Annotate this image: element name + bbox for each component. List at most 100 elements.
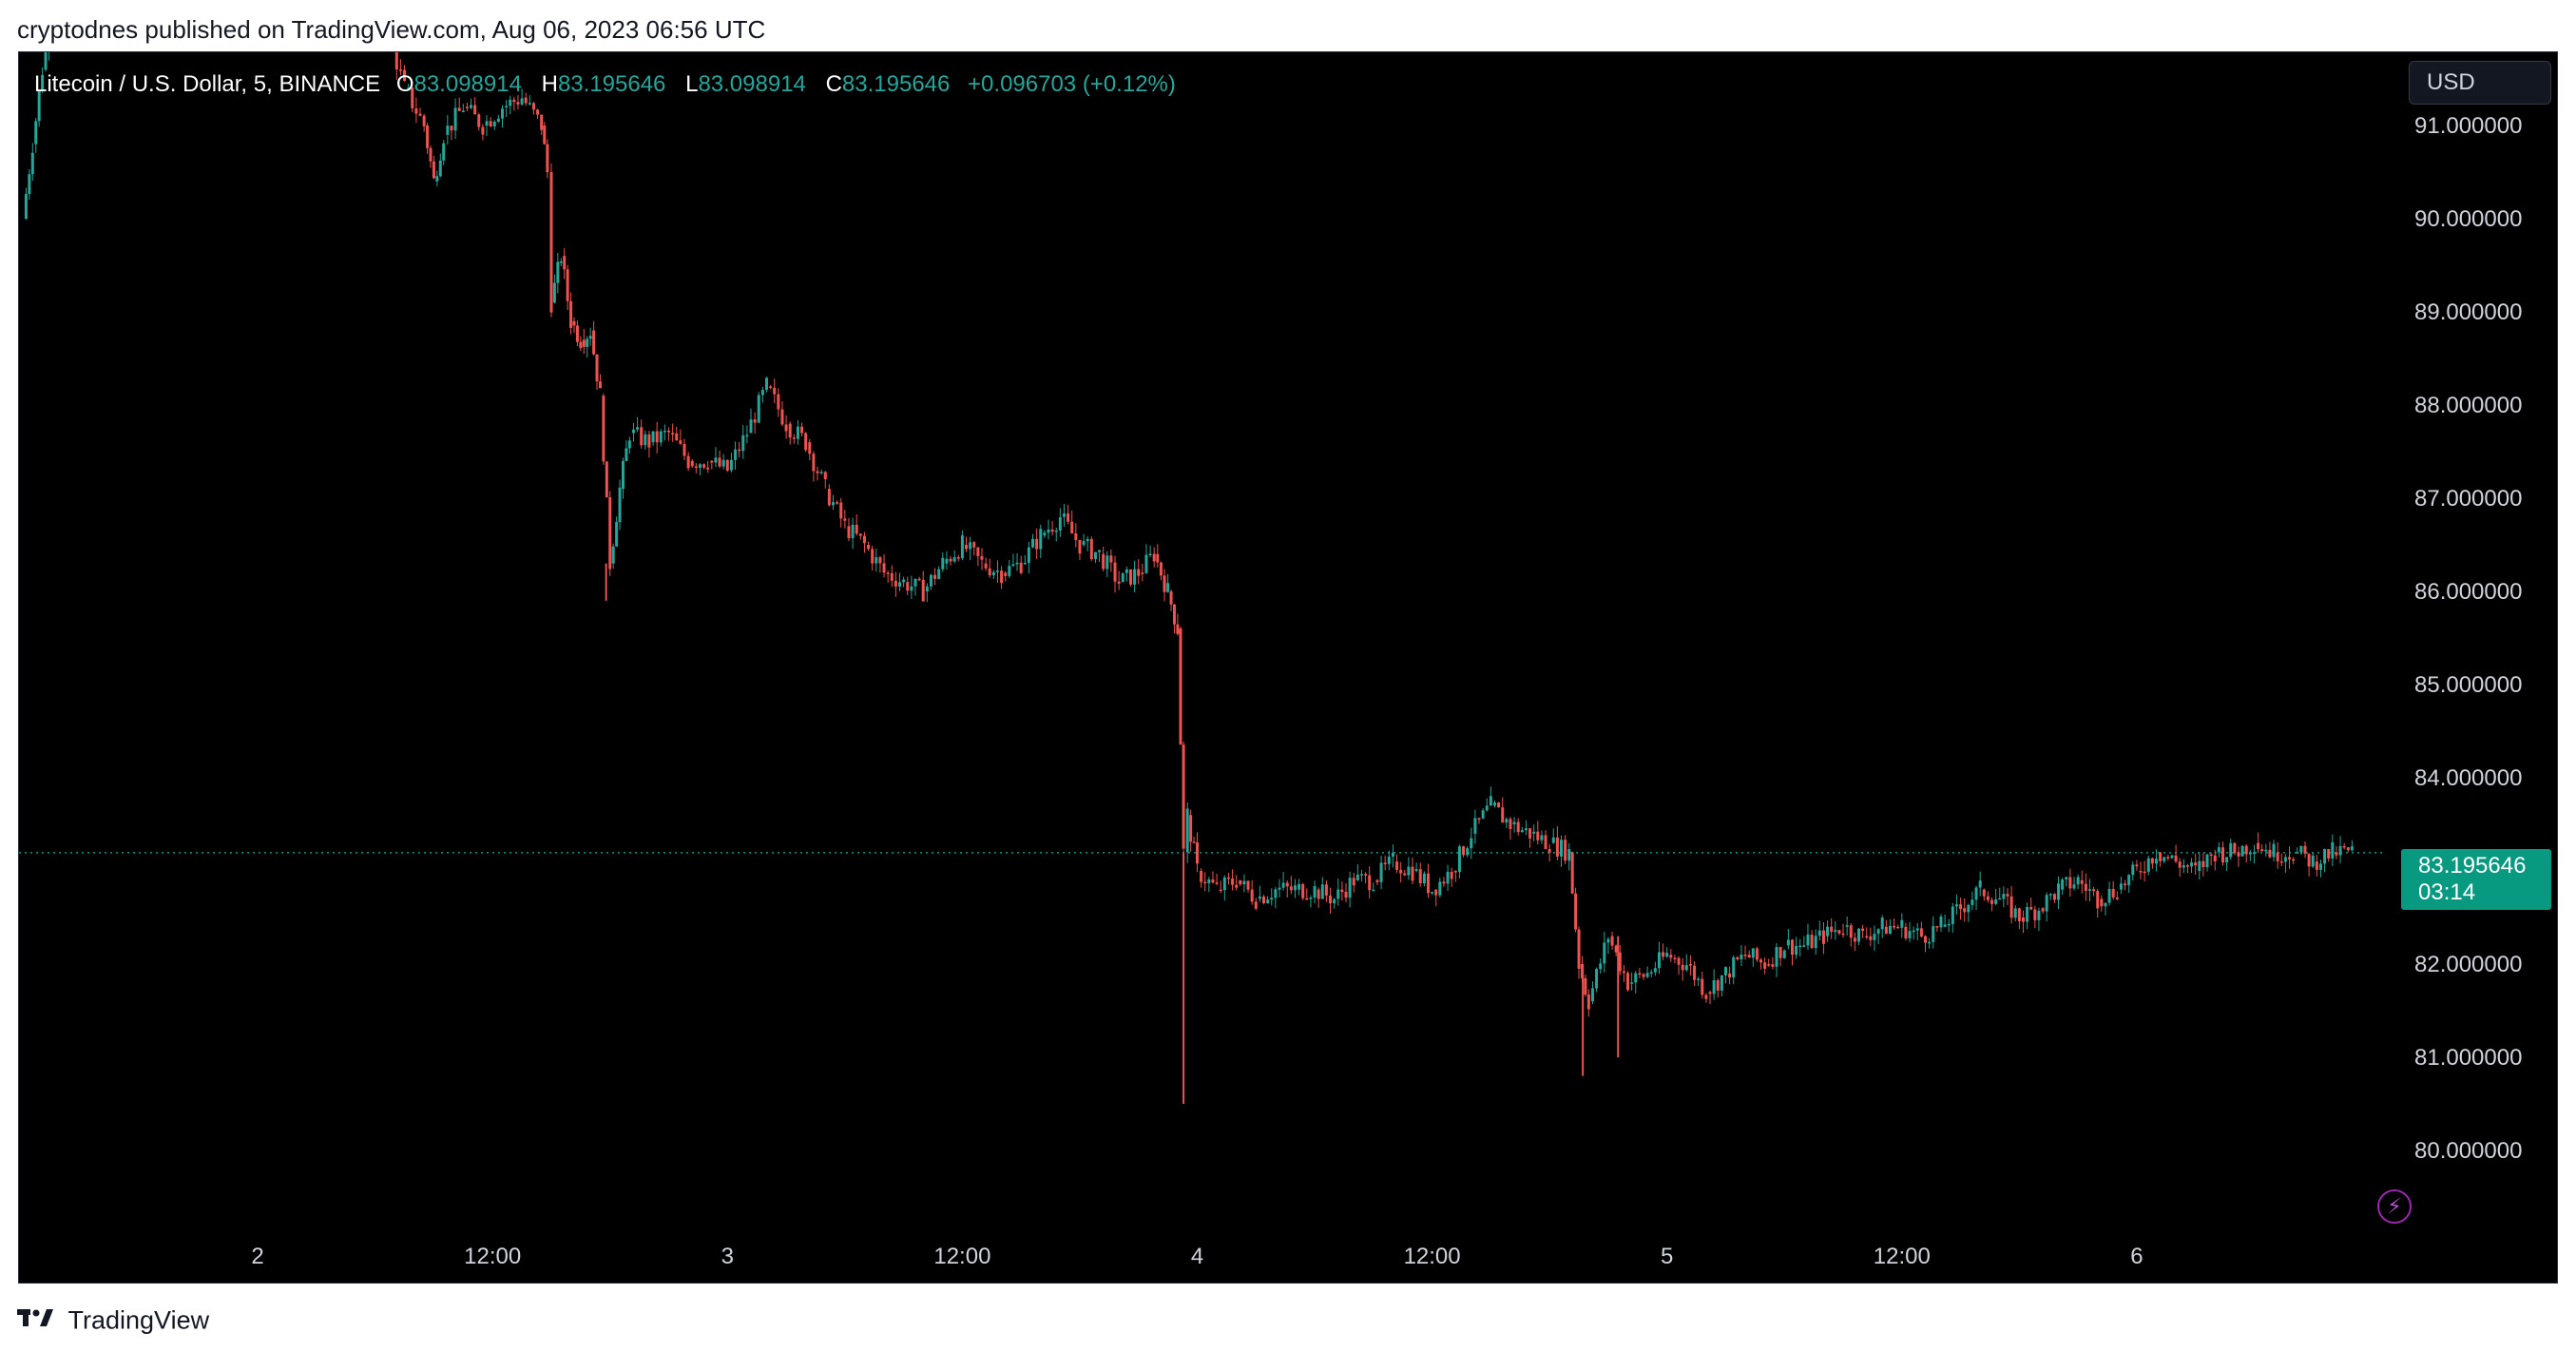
candle-body (2299, 845, 2303, 853)
candle-body (1662, 952, 1665, 957)
candle-body (34, 121, 38, 145)
candle-body (1814, 936, 1817, 949)
candle-body (1011, 564, 1015, 567)
candle-body (960, 535, 964, 559)
candle-body (505, 106, 509, 107)
high-value: 83.195646 (557, 71, 666, 97)
x-tick-label: 12:00 (464, 1244, 521, 1269)
candle-body (2150, 858, 2154, 864)
candle-body (1915, 928, 1919, 931)
candle-body (675, 433, 679, 441)
candle-body (655, 431, 659, 443)
candle-body (1133, 569, 1137, 585)
low-label: L (685, 71, 699, 97)
tradingview-logo-icon (17, 1305, 53, 1335)
candle-body (1544, 835, 1548, 849)
candle-body (1293, 885, 1297, 891)
change-value: +0.096703 (+0.12%) (968, 71, 1176, 97)
candle-body (651, 431, 655, 443)
candle-body (1121, 572, 1125, 583)
candle-body (1442, 881, 1446, 884)
candle-body (1407, 866, 1411, 876)
x-tick-label: 3 (721, 1244, 734, 1269)
candle-body (1035, 538, 1039, 550)
candle-body (1841, 933, 1845, 936)
price-chart[interactable]: 80.00000081.00000082.00000083.00000084.0… (19, 52, 2557, 1283)
x-tick-label: 6 (2130, 1244, 2143, 1269)
candle-body (1207, 879, 1211, 883)
candle-body (991, 571, 995, 576)
candle-body (1610, 936, 1614, 946)
published-header: cryptodnes published on TradingView.com,… (17, 15, 766, 44)
candle-body (1869, 936, 1873, 940)
candle-body (1951, 906, 1954, 924)
candle-body (1379, 862, 1383, 882)
candle-body (1105, 555, 1109, 570)
candle-body (2006, 894, 2009, 897)
candle-body (1963, 908, 1967, 913)
candle-body (2100, 898, 2104, 907)
candle-body (579, 341, 583, 349)
candle-body (394, 52, 398, 70)
symbol-label[interactable]: Litecoin / U.S. Dollar, 5, BINANCE (34, 71, 381, 97)
candle-body (1555, 837, 1559, 857)
candle-body (800, 426, 804, 434)
x-tick-label: 12:00 (1874, 1244, 1931, 1269)
candle-body (509, 99, 512, 106)
candle-body (1876, 929, 1880, 935)
candle-body (972, 542, 976, 548)
candle-body (1532, 831, 1536, 834)
candle-body (1128, 569, 1132, 585)
candle-body (1577, 929, 1581, 969)
candle-body (2296, 852, 2299, 854)
candle-body (1364, 874, 1368, 876)
candle-body (847, 526, 851, 538)
candle-body (470, 105, 473, 108)
candle-body (435, 176, 439, 182)
candle-body (1845, 925, 1849, 927)
high-label: H (541, 71, 558, 97)
candle-body (1603, 942, 1606, 964)
candle-body (2198, 860, 2201, 871)
candle-body (621, 460, 625, 490)
candle-body (2237, 852, 2240, 857)
candle-body (1262, 896, 1266, 903)
candle-body (976, 547, 980, 556)
candle-body (1865, 936, 1869, 938)
low-value: 83.098914 (698, 71, 806, 97)
candle-body (1281, 882, 1285, 888)
candle-body (1274, 889, 1278, 898)
lightning-bolt-icon[interactable]: ⚡ (2377, 1189, 2412, 1224)
candle-body (1172, 604, 1176, 625)
candle-body (1497, 802, 1501, 808)
currency-button[interactable]: USD (2409, 61, 2551, 105)
candle-body (1595, 969, 1599, 989)
candle-body (1426, 873, 1430, 894)
candle-body (1834, 930, 1837, 932)
candle-body (1590, 988, 1594, 1002)
candle-body (2318, 863, 2322, 870)
candle-body (1693, 965, 1697, 980)
candle-body (1082, 541, 1086, 545)
candle-body (1485, 805, 1489, 811)
chart-panel[interactable]: 80.00000081.00000082.00000083.00000084.0… (18, 51, 2558, 1284)
candle-body (1896, 926, 1900, 929)
candle-body (1144, 554, 1148, 573)
y-tick-label: 88.000000 (2414, 393, 2522, 418)
candle-body (1520, 830, 1524, 833)
candle-body (1755, 948, 1759, 960)
candle-body (1289, 886, 1293, 891)
candle-body (1301, 883, 1305, 898)
candle-body (2213, 855, 2217, 861)
candle-body (1567, 849, 1571, 861)
candle-body (1015, 562, 1019, 565)
candle-body (1246, 880, 1250, 890)
candle-body (1622, 971, 1625, 974)
candle-body (2139, 871, 2143, 873)
candle-body (582, 339, 586, 347)
candle-body (2119, 883, 2123, 890)
tradingview-brand[interactable]: TradingView (17, 1304, 209, 1335)
candle-body (2342, 845, 2346, 848)
candle-body (1751, 948, 1755, 958)
candle-body (812, 454, 816, 472)
